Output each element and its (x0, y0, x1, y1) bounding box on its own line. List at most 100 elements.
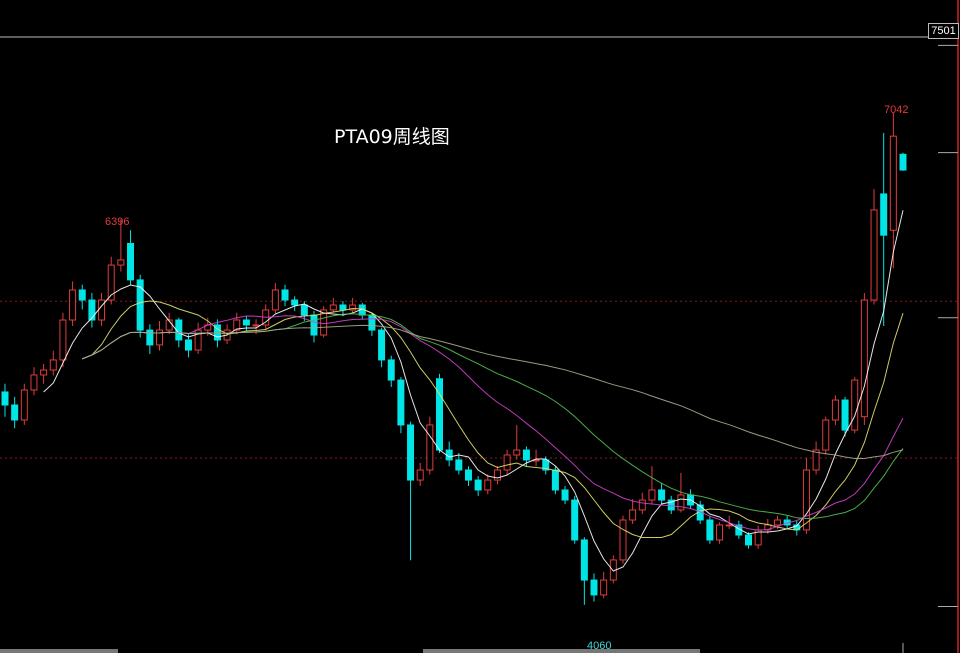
candle (484, 474, 492, 495)
candle-body (522, 449, 530, 461)
candle-body (387, 359, 395, 381)
candle (445, 441, 453, 467)
candle-body (513, 449, 521, 456)
candle-body (397, 379, 405, 426)
candle-body (600, 579, 608, 596)
candle (59, 312, 67, 368)
candle-body (252, 324, 260, 327)
candle (870, 188, 878, 305)
candle (281, 284, 289, 307)
candle-body (339, 304, 347, 311)
candle (802, 457, 810, 534)
candle (580, 537, 588, 605)
candle (658, 482, 666, 505)
candle-body (745, 534, 753, 546)
candle-body (773, 519, 781, 526)
candle-body (677, 494, 685, 511)
scrollbar-left[interactable] (0, 649, 118, 653)
candle (706, 515, 714, 544)
candle-body (368, 314, 376, 331)
candle-body (416, 469, 424, 481)
candle-body (136, 279, 144, 331)
candle (20, 383, 28, 425)
candle-body (349, 304, 357, 311)
candle-body (146, 329, 154, 346)
candle (745, 532, 753, 549)
candle-body (378, 329, 386, 361)
candle (474, 476, 482, 496)
ma20-line (82, 315, 904, 531)
candle (329, 297, 337, 313)
candle (889, 112, 897, 269)
candle-body (242, 319, 250, 326)
candle (127, 230, 135, 285)
candle-body (474, 479, 482, 491)
candle (233, 312, 241, 335)
candle (899, 152, 907, 171)
candle-body (619, 519, 627, 561)
candle (493, 466, 501, 485)
candle-body (464, 469, 472, 481)
candle (40, 363, 48, 384)
candle (822, 416, 830, 455)
candle-body (831, 399, 839, 421)
candle (339, 301, 347, 317)
candle-body (329, 304, 337, 311)
candle (455, 453, 463, 475)
candle-body (735, 524, 743, 536)
candle-body (841, 399, 849, 431)
candle (754, 525, 762, 549)
candle-body (271, 289, 279, 311)
scrollbar-thumb[interactable] (423, 649, 700, 653)
candle-body (812, 449, 820, 471)
candle (880, 132, 888, 326)
candle-body (117, 259, 125, 266)
candle (194, 322, 202, 354)
candle-body (802, 469, 810, 531)
candle (30, 367, 38, 396)
candle (464, 466, 472, 487)
candle-body (870, 209, 878, 301)
candle (860, 292, 868, 425)
candle-body (30, 374, 38, 391)
candle-body (59, 319, 67, 361)
candle (358, 302, 366, 320)
ma60-line (82, 324, 904, 459)
candle-body (407, 424, 415, 481)
candle (107, 256, 115, 305)
candle (136, 274, 144, 338)
candle (88, 292, 96, 328)
chart-title: PTA09周线图 (334, 126, 450, 148)
candle (503, 449, 511, 475)
candle (812, 441, 820, 475)
candle (49, 350, 57, 376)
axis-max-label: 7501 (928, 23, 959, 39)
candle (571, 495, 579, 544)
candle (291, 296, 299, 312)
candle-body (233, 319, 241, 331)
candle-body (725, 524, 733, 527)
candle (271, 283, 279, 315)
candle (1, 383, 9, 417)
candle (117, 219, 125, 272)
candle-body (310, 314, 318, 336)
candle-body (455, 459, 463, 471)
candle (532, 449, 540, 467)
candle (69, 281, 77, 326)
candle (378, 327, 386, 368)
candle (184, 334, 192, 358)
candle-body (300, 304, 308, 316)
candle-body (436, 378, 444, 451)
candle-body (20, 389, 28, 421)
candle-body (822, 419, 830, 451)
candle (436, 373, 444, 454)
candle (629, 499, 637, 524)
candle (851, 377, 859, 434)
candle-body (551, 469, 559, 491)
candle (155, 320, 163, 351)
candle (716, 522, 724, 544)
ma5-line (43, 210, 904, 572)
candle-body (561, 489, 569, 501)
ma30-line (82, 313, 904, 520)
candle-body (571, 499, 579, 541)
